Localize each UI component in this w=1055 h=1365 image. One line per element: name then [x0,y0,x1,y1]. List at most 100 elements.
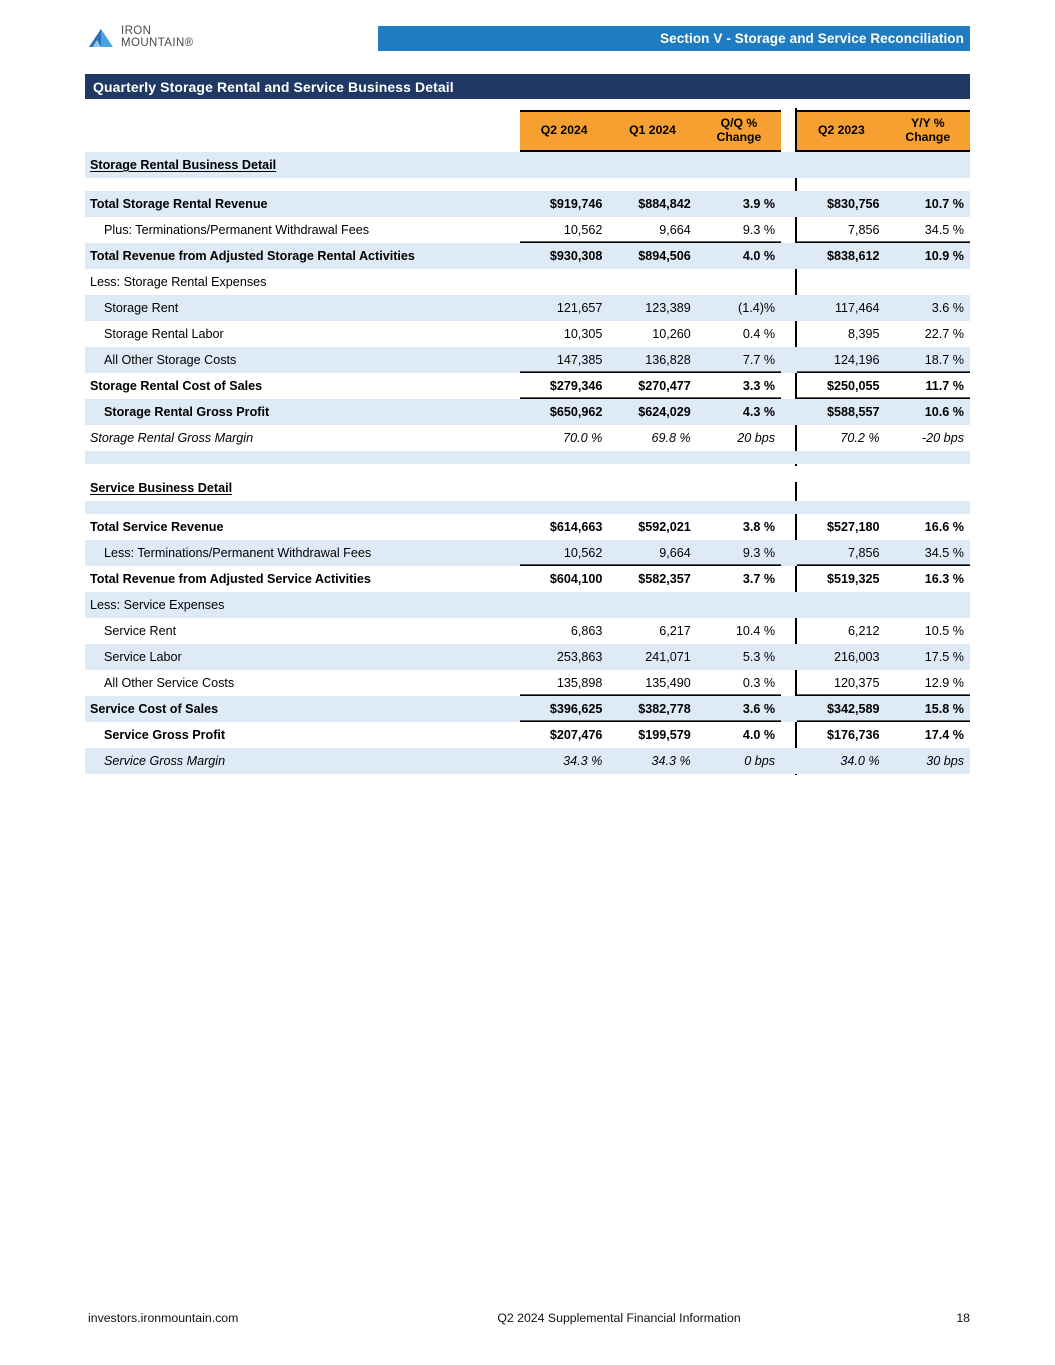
row-value: $279,346 [520,373,608,399]
row-value: 10,562 [519,540,609,566]
table-row: All Other Storage Costs 147,385 136,828 … [85,347,970,373]
spacer-row [85,178,970,191]
table-row: Total Service Revenue $614,663 $592,021 … [85,514,970,540]
row-value: 8,395 [848,327,880,341]
footer-website[interactable]: investors.ironmountain.com [88,1311,239,1325]
row-value: 70.2 % [840,431,880,445]
masthead: IRON MOUNTAIN® Section V - Storage and S… [0,0,1055,70]
row-value: $650,962 [519,399,609,425]
row-value: $207,476 [549,728,603,742]
row-value: $604,100 [549,572,603,586]
row-label: Total Storage Rental Revenue [85,191,520,217]
spacer-row [85,464,970,475]
column-header-qq-change: Q/Q % Change [696,106,782,152]
row-value: $250,055 [797,373,885,399]
row-value: 9,664 [608,217,696,243]
table-row: Service Cost of Sales $396,625 $382,778 … [85,696,970,722]
table-row: Service Labor 253,863 241,071 5.3 % 216,… [85,644,970,670]
row-label: Total Revenue from Adjusted Service Acti… [90,572,371,586]
row-label: Less: Service Expenses [85,592,520,618]
row-value [886,269,970,295]
column-header-q2-2024-label: Q2 2024 [540,123,588,138]
row-value: 17.5 % [885,644,970,670]
row-value: 10,305 [563,327,603,341]
row-value [520,269,608,295]
column-header-q2-2023-label: Q2 2023 [817,123,865,138]
row-value: 34.5 % [886,217,970,243]
table-row: Less: Terminations/Permanent Withdrawal … [85,540,970,566]
row-value: $270,477 [608,373,696,399]
row-value: 18.7 % [885,347,970,373]
header-gap [781,106,797,152]
row-label: Less: Storage Rental Expenses [90,275,267,289]
table-row: Storage Rental Cost of Sales $279,346 $2… [85,373,970,399]
column-header-q2-2024: Q2 2024 [519,106,609,152]
row-value [608,592,697,618]
row-value: 241,071 [608,644,697,670]
row-label: Storage Rental Labor [104,327,224,341]
row-value [885,592,970,618]
spacer-row [85,451,970,464]
row-value: 10,562 [520,217,608,243]
row-value: $624,029 [608,399,697,425]
footer-page-number: 18 [956,1311,970,1325]
row-value: 10.4 % [735,624,776,638]
row-label: Plus: Terminations/Permanent Withdrawal … [104,223,370,237]
row-value: 136,828 [608,347,697,373]
row-value: $838,612 [797,243,886,269]
row-value: $342,589 [797,696,886,722]
column-header-qq-change-label: Q/Q % [720,116,758,131]
row-value: $614,663 [549,520,603,534]
section-heading-row: Storage Rental Business Detail [85,152,970,178]
footer-document-title: Q2 2024 Supplemental Financial Informati… [497,1311,741,1325]
row-value: 3.6 % [885,295,970,321]
row-value: 9.3 % [696,540,782,566]
row-value: 7.7 % [696,347,782,373]
column-divider-upper [795,108,797,466]
table-row: Total Revenue from Adjusted Storage Rent… [85,243,970,269]
row-value: 22.7 % [924,327,964,341]
row-label: All Other Storage Costs [85,347,520,373]
row-value: 34.3 % [608,748,697,774]
row-value: -20 bps [921,431,964,445]
row-label: All Other Service Costs [104,676,235,690]
column-header-yy-change-label: Y/Y % [910,116,945,131]
table-row: Plus: Terminations/Permanent Withdrawal … [85,217,970,243]
section-heading-service: Service Business Detail [90,481,233,495]
row-value: 20 bps [737,431,776,445]
row-label: Service Gross Margin [85,748,520,774]
logo-line-1: IRON [121,25,152,37]
row-label: Storage Rent [85,295,520,321]
row-value: 10.5 % [924,624,964,638]
row-value: 0.3 % [697,670,781,696]
row-value: 17.4 % [924,728,964,742]
row-value: 69.8 % [651,431,691,445]
financial-table-container: Q2 2024 Q1 2024 Q/Q % Change [85,106,970,774]
table-row: Service Gross Margin 34.3 % 34.3 % 0 bps… [85,748,970,774]
row-value: 5.3 % [696,644,782,670]
row-label: Service Rent [104,624,177,638]
row-value: 135,898 [520,670,608,696]
column-header-q1-2024: Q1 2024 [608,106,697,152]
column-header-qq-change-label2: Change [716,130,762,144]
row-value: $884,842 [608,191,697,217]
row-value: 16.6 % [924,520,964,534]
row-value: $930,308 [519,243,609,269]
row-value: 123,389 [608,295,697,321]
table-body: Storage Rental Business Detail Total Sto… [85,152,970,774]
table-row: Storage Rent 121,657 123,389 (1.4)% 117,… [85,295,970,321]
row-value: 16.3 % [924,572,964,586]
row-value [697,269,781,295]
row-value [696,592,782,618]
column-header-yy-change: Y/Y % Change [885,106,970,152]
row-label: Service Labor [85,644,520,670]
row-value: 0.4 % [742,327,776,341]
column-header-q2-2023: Q2 2023 [797,106,886,152]
row-label: Service Gross Profit [104,728,226,742]
table-row: Less: Service Expenses [85,592,970,618]
row-value: 3.9 % [696,191,782,217]
spacer-row [85,501,970,514]
row-label: Less: Terminations/Permanent Withdrawal … [85,540,520,566]
column-header-q1-2024-label: Q1 2024 [629,123,676,138]
